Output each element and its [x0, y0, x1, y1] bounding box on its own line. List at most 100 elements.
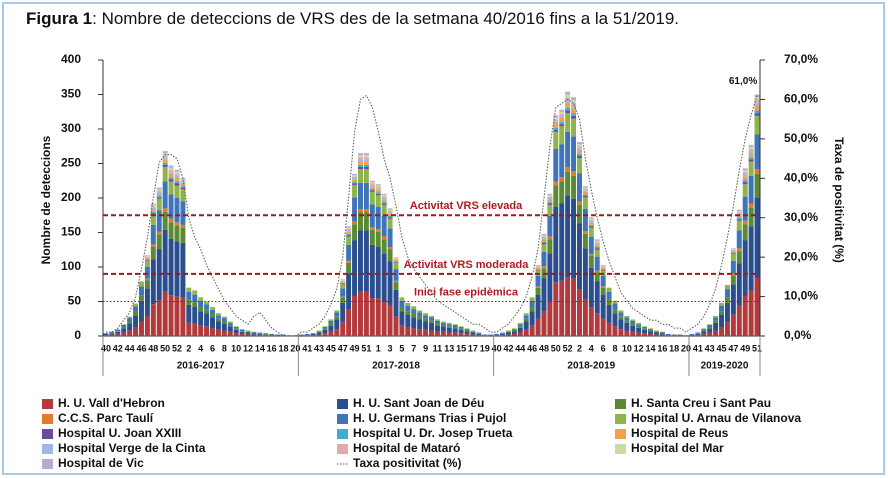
bar-segment — [387, 228, 393, 247]
bar-segment — [565, 166, 571, 172]
bar-segment — [363, 166, 369, 170]
bar-segment — [500, 332, 506, 334]
bar-segment — [375, 192, 381, 194]
bar-segment — [138, 286, 144, 296]
bar-segment — [352, 240, 358, 296]
bar-segment — [174, 198, 180, 223]
bar-segment — [535, 267, 541, 268]
bar-segment — [180, 182, 186, 184]
bar-segment — [144, 255, 150, 256]
bar-segment — [452, 324, 458, 325]
bar-segment — [221, 321, 227, 324]
bar-segment — [665, 334, 671, 336]
x-tick-label: 43 — [705, 343, 715, 353]
bar-segment — [594, 249, 600, 257]
bar-segment — [251, 332, 257, 334]
bar-segment — [357, 212, 363, 231]
bar-segment — [547, 236, 553, 240]
bar-segment — [369, 204, 375, 227]
bar-segment — [594, 243, 600, 245]
bar-segment — [251, 334, 257, 336]
bar-segment — [375, 188, 381, 190]
y-tick-label: 300 — [61, 121, 81, 135]
x-tick-label: 52 — [172, 343, 182, 353]
bar-segment — [221, 323, 227, 331]
bar-segment — [328, 325, 334, 332]
bar-segment — [742, 220, 748, 225]
bar-segment — [701, 331, 707, 334]
bar-segment — [387, 211, 393, 213]
x-tick-label: 20 — [290, 343, 300, 353]
bar-segment — [494, 335, 500, 336]
bar-segment — [464, 331, 470, 334]
bar-segment — [156, 234, 162, 250]
bar-segment — [103, 333, 109, 336]
bar-segment — [393, 269, 399, 281]
bar-segment — [730, 314, 736, 336]
bar-segment — [600, 275, 606, 287]
bar-segment — [754, 100, 760, 103]
bar-segment — [322, 329, 328, 334]
bar-segment — [517, 332, 523, 336]
bar-segment — [423, 329, 429, 336]
bar-segment — [470, 331, 476, 332]
bar-segment — [748, 157, 754, 160]
bar-segment — [736, 263, 742, 306]
bar-segment — [624, 320, 630, 323]
bar-segment — [553, 115, 559, 118]
bar-segment — [162, 162, 168, 165]
bar-segment — [724, 322, 730, 336]
bar-segment — [150, 246, 156, 260]
bar-segment — [630, 331, 636, 336]
bar-segment — [653, 334, 659, 336]
bar-segment — [144, 257, 150, 259]
bar-segment — [434, 320, 440, 324]
bar-segment — [535, 286, 541, 288]
bar-segment — [381, 236, 387, 240]
bar-segment — [748, 226, 754, 291]
bar-segment — [257, 335, 263, 336]
bar-segment — [156, 189, 162, 191]
bar-segment — [642, 326, 648, 328]
legend-swatch — [42, 414, 53, 424]
x-tick-label: 49 — [350, 343, 360, 353]
bar-segment — [553, 149, 559, 182]
bar-segment — [689, 334, 695, 336]
x-tick-label: 51 — [752, 343, 762, 353]
legend-label: H. U. Germans Trias i Pujol — [353, 411, 506, 425]
bar-segment — [618, 310, 624, 313]
legend-swatch — [615, 444, 626, 454]
bar-segment — [405, 311, 411, 315]
bar-segment — [565, 97, 571, 101]
bar-segment — [541, 266, 547, 269]
bar-segment — [742, 176, 748, 181]
bar-segment — [138, 281, 144, 287]
bar-segment — [713, 320, 719, 323]
bar-segment — [559, 126, 565, 145]
bar-segment — [180, 224, 186, 228]
bar-segment — [517, 327, 523, 333]
bar-segment — [671, 335, 677, 336]
bar-segment — [553, 181, 559, 186]
bar-segment — [352, 197, 358, 222]
bar-segment — [245, 331, 251, 333]
bar-segment — [612, 326, 618, 336]
bar-segment — [553, 185, 559, 207]
bar-segment — [730, 249, 736, 251]
bar-segment — [458, 329, 464, 334]
bar-segment — [233, 328, 239, 330]
bar-segment — [162, 181, 168, 209]
bar-segment — [642, 328, 648, 330]
y-tick-label: 250 — [61, 156, 81, 170]
x-tick-label: 14 — [645, 343, 655, 353]
bar-segment — [150, 204, 156, 207]
x-tick-label: 1 — [376, 343, 381, 353]
bar-segment — [352, 221, 358, 225]
x-tick-label: 50 — [160, 343, 170, 353]
bar-segment — [648, 331, 653, 334]
bar-segment — [322, 333, 328, 336]
bar-segment — [748, 161, 754, 176]
bar-segment — [565, 113, 571, 132]
bar-segment — [535, 266, 541, 267]
bar-segment — [150, 206, 156, 208]
